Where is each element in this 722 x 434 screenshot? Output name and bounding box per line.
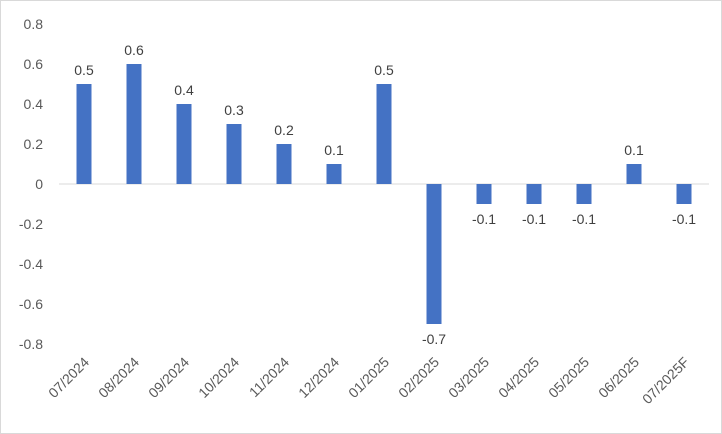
bar — [176, 104, 192, 184]
x-category-label: 10/2024 — [195, 354, 242, 401]
x-category-label: 02/2025 — [395, 354, 442, 401]
data-label: 0.5 — [74, 62, 94, 78]
y-tick-label: 0.6 — [24, 56, 44, 72]
data-label: 0.5 — [374, 62, 394, 78]
x-category-label: 03/2025 — [445, 354, 492, 401]
data-label: 0.1 — [324, 142, 344, 158]
bar — [126, 64, 142, 184]
data-label: 0.3 — [224, 102, 244, 118]
x-category-label: 05/2025 — [545, 354, 592, 401]
category-labels: 07/2024 08/2024 09/2024 10/2024 11/2024 12/20… — [45, 354, 692, 407]
data-label: -0.1 — [672, 211, 696, 227]
x-category-label: 07/2025F — [639, 354, 692, 407]
x-category-label: 08/2024 — [95, 354, 142, 401]
y-tick-label: -0.2 — [19, 216, 43, 232]
data-label: -0.7 — [422, 331, 446, 347]
bar — [426, 184, 442, 324]
bar — [526, 184, 542, 204]
y-tick-label: -0.6 — [19, 296, 43, 312]
y-tick-label: -0.8 — [19, 336, 43, 352]
x-category-label: 09/2024 — [145, 354, 192, 401]
bar — [676, 184, 692, 204]
y-tick-label: 0 — [35, 176, 43, 192]
bars — [76, 64, 692, 324]
x-category-label: 12/2024 — [295, 354, 342, 401]
y-tick-label: 0.2 — [24, 136, 44, 152]
data-label: 0.1 — [624, 142, 644, 158]
bar — [476, 184, 492, 204]
y-tick-label: 0.4 — [24, 96, 44, 112]
data-label: 0.2 — [274, 122, 294, 138]
y-axis-ticks: 0.8 0.6 0.4 0.2 0 -0.2 -0.4 -0.6 -0.8 — [19, 16, 43, 352]
x-category-label: 06/2025 — [595, 354, 642, 401]
data-labels: 0.5 0.6 0.4 0.3 0.2 0.1 0.5 -0.7 -0.1 -0.1 -0.1 0.1… — [74, 42, 696, 347]
data-label: -0.1 — [572, 211, 596, 227]
bar — [76, 84, 92, 184]
data-label: -0.1 — [522, 211, 546, 227]
bar — [226, 124, 242, 184]
data-label: -0.1 — [472, 211, 496, 227]
bar — [576, 184, 592, 204]
bar — [276, 144, 292, 184]
x-category-label: 01/2025 — [345, 354, 392, 401]
x-category-label: 11/2024 — [246, 354, 293, 401]
data-label: 0.6 — [124, 42, 144, 58]
bar — [626, 164, 642, 184]
y-tick-label: -0.4 — [19, 256, 43, 272]
data-label: 0.4 — [174, 82, 194, 98]
bar — [326, 164, 342, 184]
bar — [376, 84, 392, 184]
y-tick-label: 0.8 — [24, 16, 44, 32]
x-category-label: 07/2024 — [45, 354, 92, 401]
x-category-label: 04/2025 — [495, 354, 542, 401]
